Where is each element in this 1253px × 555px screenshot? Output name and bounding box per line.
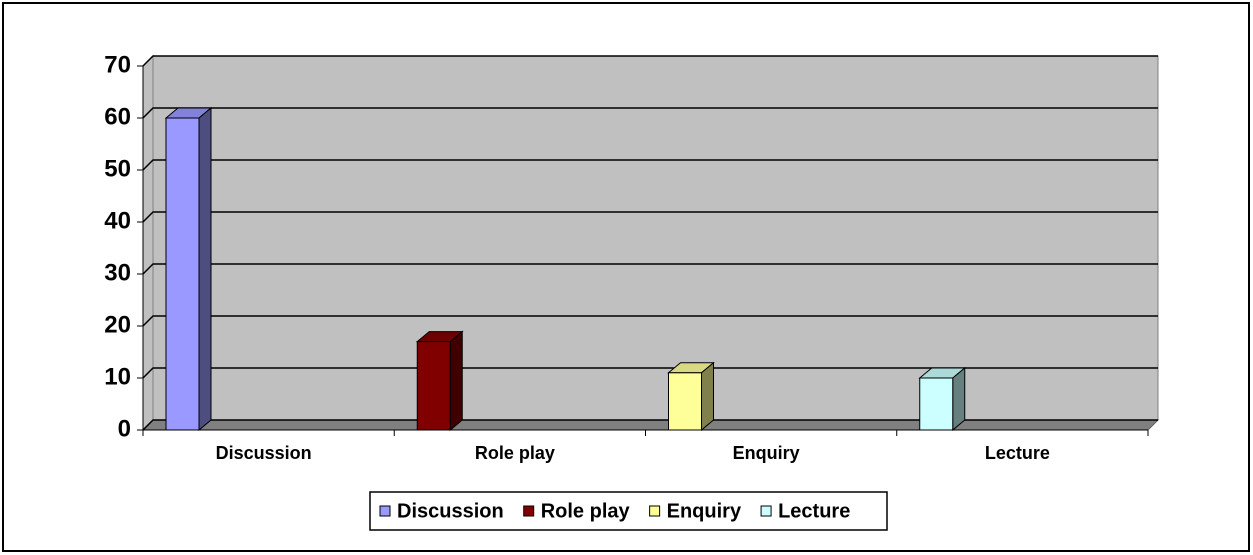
- grid-line: [142, 315, 1158, 327]
- back-wall: [152, 55, 1159, 421]
- legend-swatch: [649, 505, 661, 517]
- bar-side: [701, 361, 714, 432]
- legend-swatch: [760, 505, 772, 517]
- y-tick-label: 50: [104, 155, 131, 182]
- legend-label: Discussion: [397, 500, 504, 522]
- bar: [416, 341, 451, 431]
- bar-side: [198, 106, 212, 432]
- grid-line: [142, 159, 1158, 171]
- x-tick-label: Lecture: [985, 443, 1050, 463]
- legend-swatch: [379, 505, 391, 517]
- legend-label: Lecture: [778, 500, 850, 522]
- legend-label: Enquiry: [667, 500, 742, 522]
- x-tick-label: Role play: [475, 443, 555, 463]
- floor: [141, 419, 1160, 431]
- legend-swatch: [523, 505, 535, 517]
- grid-line: [142, 419, 1158, 431]
- y-tick-label: 0: [118, 415, 131, 442]
- bar: [165, 117, 200, 431]
- bar-side: [952, 366, 966, 432]
- bar: [919, 377, 954, 431]
- y-tick-label: 40: [104, 207, 131, 234]
- bar-side: [449, 330, 463, 432]
- x-tick-label: Enquiry: [733, 443, 800, 463]
- bar: [668, 372, 702, 431]
- y-tick-label: 20: [104, 311, 131, 338]
- grid-line: [142, 367, 1158, 379]
- grid-line: [142, 263, 1158, 275]
- grid-line: [142, 55, 1158, 67]
- y-tick-label: 60: [104, 103, 131, 130]
- y-tick-label: 70: [104, 51, 131, 78]
- legend-label: Role play: [541, 500, 631, 522]
- legend-box: [369, 491, 888, 531]
- grid-line: [142, 211, 1158, 223]
- y-tick-label: 30: [104, 259, 131, 286]
- grid-line: [142, 107, 1158, 119]
- x-tick-label: Discussion: [216, 443, 312, 463]
- y-tick-label: 10: [104, 363, 131, 390]
